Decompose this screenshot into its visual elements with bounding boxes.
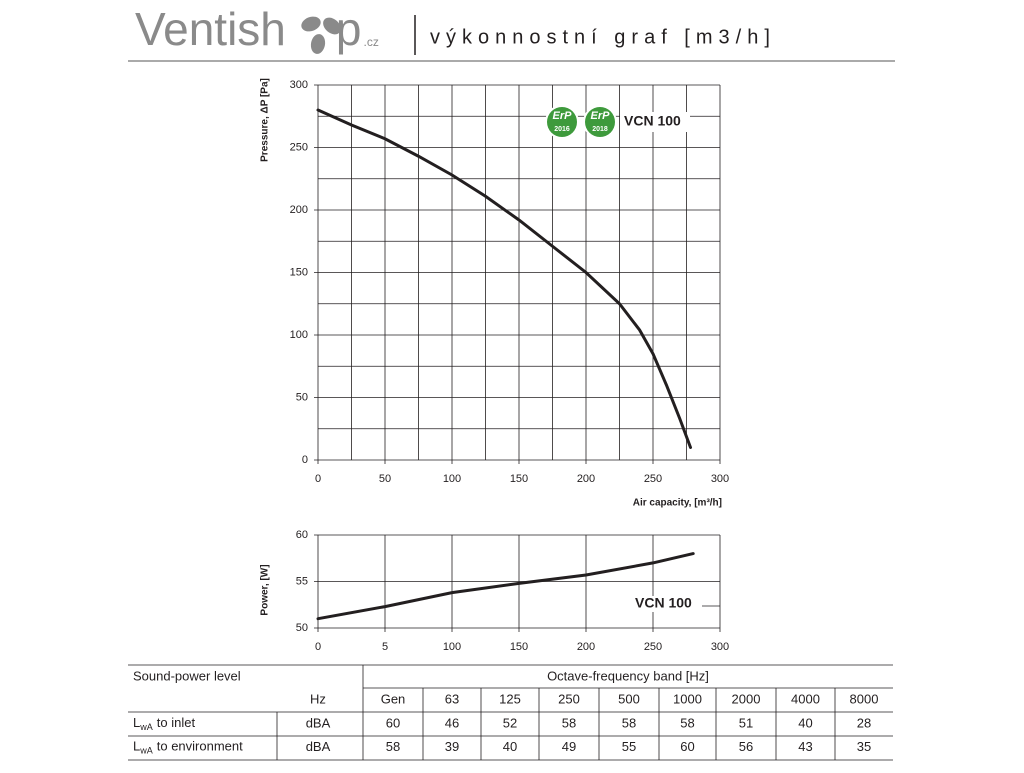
table-cell: 56 bbox=[739, 739, 753, 754]
y-tick-label: 60 bbox=[296, 529, 308, 541]
x-axis-label: Air capacity, [m³/h] bbox=[633, 498, 722, 509]
table-cell: 58 bbox=[562, 715, 576, 730]
x-tick-label: 0 bbox=[315, 473, 321, 485]
row-label: LwA to environment bbox=[133, 739, 243, 756]
table-cell: 35 bbox=[857, 739, 871, 754]
table-title: Sound-power level bbox=[133, 668, 241, 683]
table-cell: 52 bbox=[503, 715, 517, 730]
table-band: 125 bbox=[499, 691, 521, 706]
x-tick-label: 150 bbox=[510, 473, 528, 485]
logo-text: Ventish bbox=[135, 3, 286, 55]
row-subscript: wA bbox=[139, 746, 153, 756]
table-band: 8000 bbox=[850, 691, 879, 706]
y-tick-label: 50 bbox=[296, 622, 308, 634]
table-band: 63 bbox=[445, 691, 459, 706]
y-tick-label: 300 bbox=[290, 79, 308, 91]
table-cell: 43 bbox=[798, 739, 812, 754]
row-subscript: wA bbox=[139, 722, 153, 732]
y-tick-label: 250 bbox=[290, 141, 308, 153]
table-band: 500 bbox=[618, 691, 640, 706]
logo: Ventish p .cz bbox=[135, 3, 379, 55]
annotation: VCN 100 bbox=[635, 595, 692, 611]
badge-circle bbox=[547, 107, 577, 137]
table-cell: 49 bbox=[562, 739, 576, 754]
row-text: to environment bbox=[157, 739, 243, 754]
annotation: VCN 100 bbox=[624, 113, 681, 129]
curve bbox=[316, 108, 693, 449]
table-cell: 58 bbox=[386, 739, 400, 754]
x-tick-label: 250 bbox=[644, 641, 662, 653]
annotation-bg bbox=[632, 596, 704, 612]
row-unit: dBA bbox=[306, 715, 331, 730]
table-cell: 40 bbox=[503, 739, 517, 754]
y-tick-label: 100 bbox=[290, 329, 308, 341]
erp-badge: ErP 2018 bbox=[583, 105, 617, 139]
table-band: 2000 bbox=[732, 691, 761, 706]
y-tick-label: 50 bbox=[296, 391, 308, 403]
table-band: 4000 bbox=[791, 691, 820, 706]
y-tick-label: 0 bbox=[302, 454, 308, 466]
badge-text: ErP bbox=[553, 110, 573, 122]
row-text: to inlet bbox=[157, 715, 196, 730]
table-cell: 28 bbox=[857, 715, 871, 730]
y-tick-label: 150 bbox=[290, 266, 308, 278]
table-band: 250 bbox=[558, 691, 580, 706]
table-band: Gen bbox=[381, 691, 406, 706]
y-tick-label: 55 bbox=[296, 575, 308, 587]
annotation-bg bbox=[620, 112, 690, 132]
table-unit-header: Hz bbox=[310, 691, 326, 706]
row-label: LwA to inlet bbox=[133, 715, 195, 732]
x-tick-label: 250 bbox=[644, 473, 662, 485]
x-tick-label: 100 bbox=[443, 473, 461, 485]
badge-circle bbox=[585, 107, 615, 137]
curve bbox=[316, 552, 695, 621]
x-tick-label: 300 bbox=[711, 641, 729, 653]
table-cell: 60 bbox=[386, 715, 400, 730]
table-cell: 40 bbox=[798, 715, 812, 730]
x-tick-label: 200 bbox=[577, 641, 595, 653]
page-title: výkonnostní graf [m3/h] bbox=[430, 26, 776, 48]
badge-year: 2018 bbox=[592, 126, 608, 133]
table-band-title: Octave-frequency band [Hz] bbox=[547, 668, 709, 683]
x-tick-label: 0 bbox=[315, 641, 321, 653]
table-cell: 55 bbox=[622, 739, 636, 754]
y-tick-label: 200 bbox=[290, 204, 308, 216]
row-symbol: L bbox=[133, 739, 140, 754]
x-tick-label: 300 bbox=[711, 473, 729, 485]
table-cell: 60 bbox=[680, 739, 694, 754]
y-axis-label: Pressure, ΔP [Pa] bbox=[260, 78, 271, 162]
table-cell: 58 bbox=[680, 715, 694, 730]
row-symbol: L bbox=[133, 715, 140, 730]
table-cell: 58 bbox=[622, 715, 636, 730]
table-band: 1000 bbox=[673, 691, 702, 706]
table-cell: 39 bbox=[445, 739, 459, 754]
y-axis-label: Power, [W] bbox=[260, 564, 271, 615]
badge-text: ErP bbox=[591, 110, 611, 122]
fan-icon bbox=[301, 16, 341, 54]
x-tick-label: 100 bbox=[443, 641, 461, 653]
erp-badge: ErP 2016 bbox=[545, 105, 579, 139]
table-cell: 46 bbox=[445, 715, 459, 730]
badge-year: 2016 bbox=[554, 126, 570, 133]
x-tick-label: 5 bbox=[382, 641, 388, 653]
row-unit: dBA bbox=[306, 739, 331, 754]
x-tick-label: 50 bbox=[379, 473, 391, 485]
logo-domain: .cz bbox=[364, 35, 379, 49]
x-tick-label: 150 bbox=[510, 641, 528, 653]
x-tick-label: 200 bbox=[577, 473, 595, 485]
table-cell: 51 bbox=[739, 715, 753, 730]
